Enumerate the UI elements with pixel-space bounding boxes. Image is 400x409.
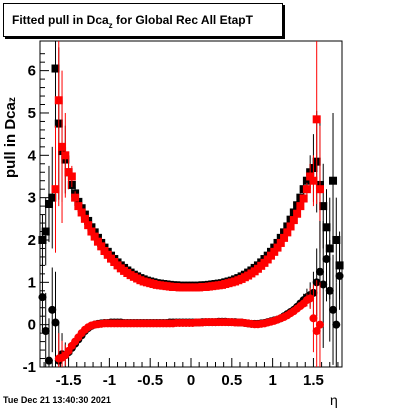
y-axis-label: pull in Dcaz: [2, 97, 19, 178]
x-tick-label: 0.5: [221, 372, 242, 389]
data-point-square: [302, 176, 311, 185]
data-point-circle: [309, 314, 318, 323]
data-point-circle: [306, 294, 315, 303]
y-tick-label: 2: [28, 232, 36, 249]
series-layer: [38, 41, 344, 367]
y-tick-label: 0: [28, 317, 36, 334]
y-tick-label: 6: [28, 63, 36, 80]
data-point-square: [74, 202, 83, 211]
data-point-square: [71, 193, 80, 202]
chart-title-suffix: for Global Rec All EtapT: [112, 13, 253, 27]
data-point-square: [276, 238, 285, 247]
data-point-square: [319, 202, 328, 211]
data-point-square: [315, 185, 324, 194]
data-point-square: [299, 194, 308, 203]
x-tick-label: 1: [268, 372, 276, 389]
series-black-circle: [38, 216, 344, 367]
x-tick-label: 1.5: [303, 372, 324, 389]
data-point-square: [296, 202, 305, 211]
y-axis-label-main: pull in Dca: [2, 102, 19, 178]
data-point-circle: [329, 305, 338, 314]
data-point-square: [283, 228, 292, 237]
data-point-square: [64, 168, 73, 177]
data-point-square: [58, 142, 67, 151]
data-point-square: [67, 172, 76, 181]
data-point-square: [280, 233, 289, 242]
data-point-square: [93, 237, 102, 246]
chart-title-main: Fitted pull in Dca: [12, 13, 109, 27]
data-point-square: [84, 221, 93, 230]
data-point-circle: [325, 286, 334, 295]
data-point-square: [312, 115, 321, 124]
chart-title: Fitted pull in Dcaz for Global Rec All E…: [12, 13, 253, 30]
data-point-circle: [51, 318, 60, 327]
chart-title-subscript: z: [108, 21, 113, 30]
data-point-square: [273, 243, 282, 252]
data-point-square: [289, 216, 298, 225]
data-point-square: [87, 227, 96, 236]
x-tick-label: 0: [187, 372, 195, 389]
chart-title-box: Fitted pull in Dcaz for Global Rec All E…: [3, 3, 283, 37]
data-point-circle: [312, 327, 321, 336]
x-tick-label: -0.5: [137, 372, 163, 389]
y-tick-label: -1: [23, 359, 36, 376]
data-point-circle: [335, 271, 344, 280]
data-point-circle: [44, 356, 53, 365]
data-point-square: [44, 200, 53, 208]
data-point-square: [54, 96, 63, 105]
y-tick-label: 1: [28, 274, 36, 291]
data-point-square: [51, 64, 60, 73]
timestamp: Tue Dec 21 13:40:30 2021: [3, 395, 111, 405]
data-point-square: [309, 176, 318, 185]
x-tick-label: -1: [103, 372, 116, 389]
data-point-square: [41, 227, 50, 236]
data-point-square: [293, 209, 302, 218]
y-tick-label: 4: [28, 147, 37, 164]
data-point-circle: [319, 280, 328, 289]
data-point-circle: [48, 305, 57, 314]
y-tick-label: 5: [28, 105, 36, 122]
series-red-square: [51, 41, 324, 292]
axis-layer: -1 0 1 2 3 4 5 6 -1.5 -1 -0.5 0 0.5 1 1.5: [23, 53, 339, 389]
data-point-square: [77, 208, 86, 217]
data-point-circle: [315, 320, 324, 329]
x-tick-label: -1.5: [56, 372, 82, 389]
data-point-square: [90, 232, 99, 241]
data-point-square: [329, 176, 338, 185]
data-point-circle: [332, 320, 341, 329]
data-point-square: [302, 185, 311, 194]
data-point-square: [97, 242, 106, 251]
y-tick-label: 3: [28, 190, 36, 207]
data-point-square: [286, 222, 295, 231]
x-axis-label: η: [330, 392, 338, 408]
data-point-square: [51, 185, 60, 194]
series-red-circle: [54, 280, 324, 367]
data-point-square: [80, 214, 89, 223]
data-point-square: [306, 172, 315, 181]
data-point-circle: [315, 267, 324, 276]
series-black-square: [38, 41, 344, 300]
data-point-square: [332, 235, 341, 244]
data-point-square: [61, 151, 70, 160]
data-point-square: [48, 193, 57, 202]
data-point-square: [270, 247, 279, 256]
data-point-circle: [322, 255, 331, 264]
y-axis-label-subscript: z: [7, 97, 18, 103]
